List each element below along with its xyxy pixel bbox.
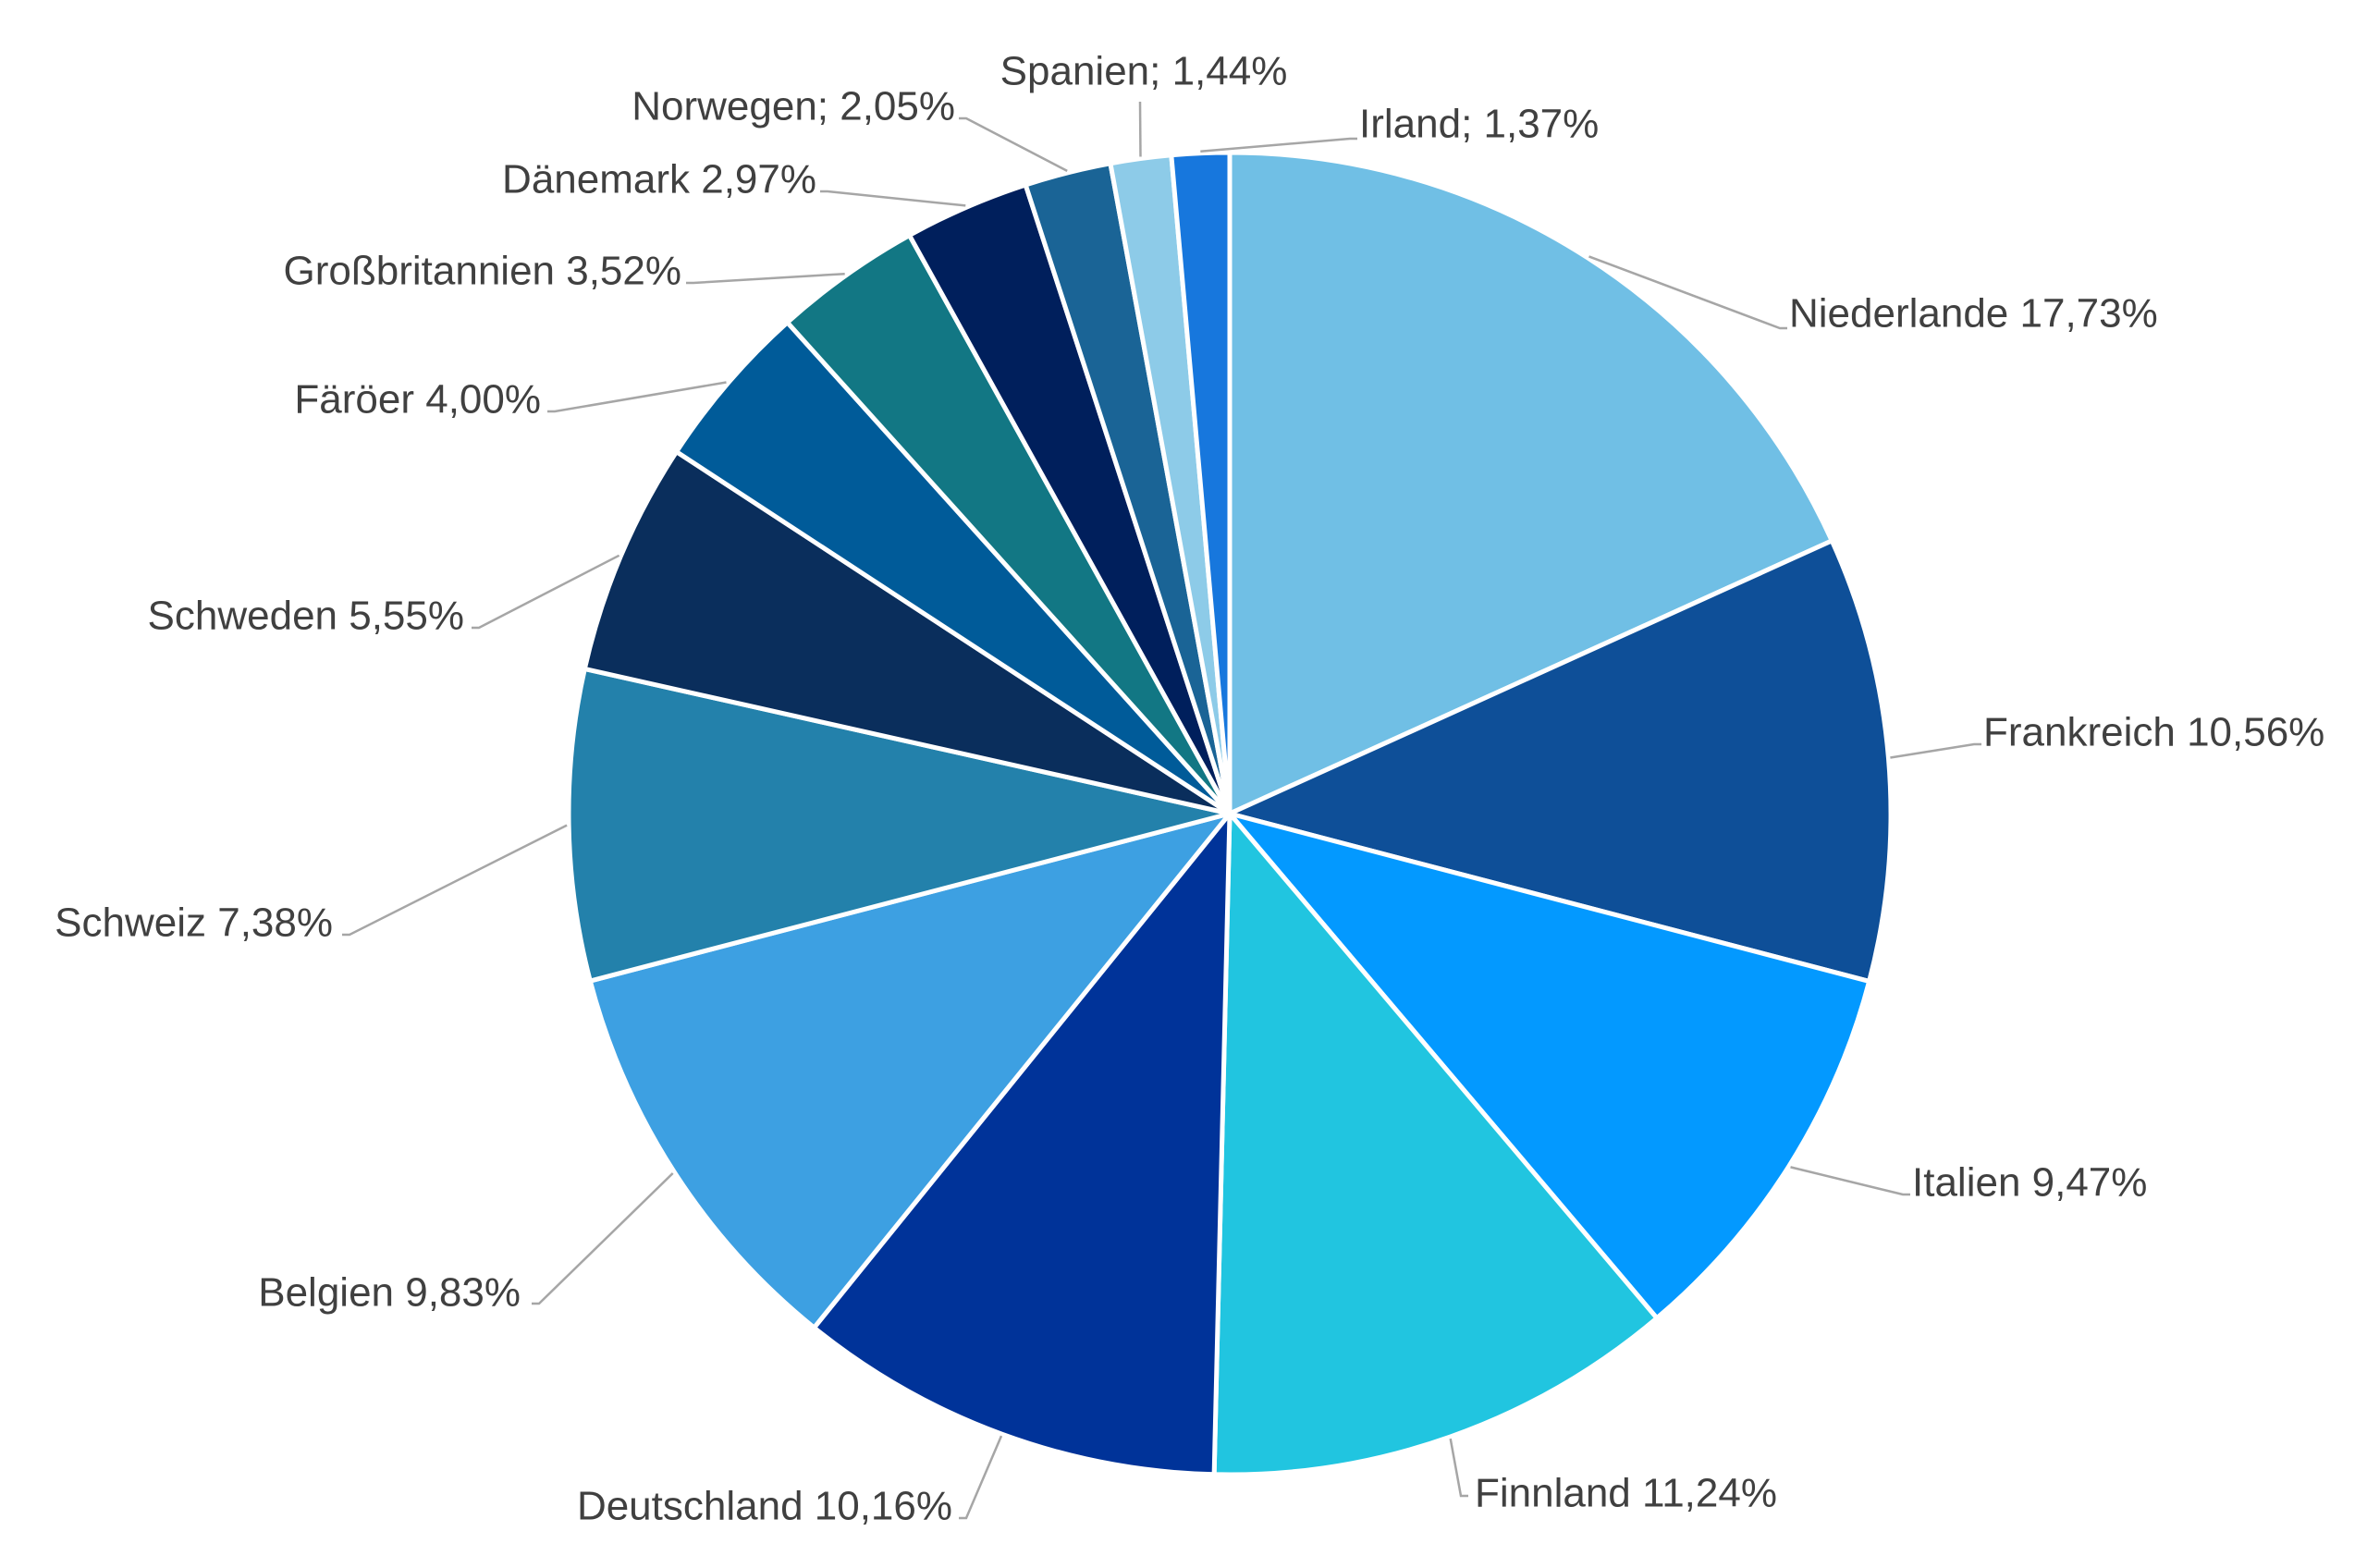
leader-line-belgien <box>532 1172 674 1305</box>
data-label-grossbritannien: Großbritannien 3,52% <box>284 249 681 294</box>
pie-slice-schweiz <box>566 666 1233 984</box>
pie-slice-niederlande <box>1227 150 1834 816</box>
leader-lines-layer <box>342 101 1981 1520</box>
pie-slice-frankreich <box>1227 538 1894 984</box>
data-label-irland: Irland; 1,37% <box>1359 102 1599 147</box>
leader-line-niederlande <box>1588 255 1787 330</box>
data-label-schweden: Schweden 5,55% <box>148 594 464 639</box>
pie-slice-irland <box>1169 150 1233 816</box>
data-label-niederlande: Niederlande 17,73% <box>1789 291 2158 337</box>
data-label-spanien: Spanien; 1,44% <box>1000 49 1288 94</box>
data-label-finnland: Finnland 11,24% <box>1475 1471 1777 1516</box>
leader-line-daenemark <box>820 190 966 207</box>
leader-line-deutschland <box>959 1435 1003 1520</box>
data-label-schweiz: Schweiz 7,38% <box>55 900 333 946</box>
leader-line-italien <box>1790 1166 1910 1196</box>
data-label-daenemark: Dänemark 2,97% <box>502 157 816 202</box>
leader-line-frankreich <box>1890 742 1981 759</box>
labels-layer: Niederlande 17,73% Frankreich 10,56% Itali… <box>55 49 2324 1529</box>
data-label-italien: Italien 9,47% <box>1912 1160 2147 1206</box>
pie-slice-schweden <box>582 449 1233 816</box>
leader-line-faeroeer <box>547 381 727 413</box>
leader-line-irland <box>1200 137 1357 153</box>
pie-slice-faeroeer <box>674 320 1233 816</box>
slices-layer <box>566 150 1894 1477</box>
leader-line-spanien <box>1138 101 1142 157</box>
pie-slice-belgien <box>587 811 1233 1330</box>
leader-line-schweden <box>472 554 620 630</box>
pie-slice-deutschland <box>811 811 1233 1477</box>
leader-line-finnland <box>1449 1438 1468 1498</box>
data-label-deutschland: Deutschland 10,16% <box>577 1484 952 1529</box>
data-label-faeroeer: Färöer 4,00% <box>294 377 541 423</box>
pie-slice-italien <box>1227 811 1872 1321</box>
pie-slice-finnland <box>1211 811 1660 1477</box>
data-label-frankreich: Frankreich 10,56% <box>1983 710 2324 755</box>
data-label-norwegen: Norwegen; 2,05% <box>632 84 955 129</box>
leader-line-grossbritannien <box>686 272 845 285</box>
leader-line-schweiz <box>342 824 568 937</box>
leader-line-norwegen <box>959 116 1068 173</box>
data-label-belgien: Belgien 9,83% <box>258 1270 521 1316</box>
